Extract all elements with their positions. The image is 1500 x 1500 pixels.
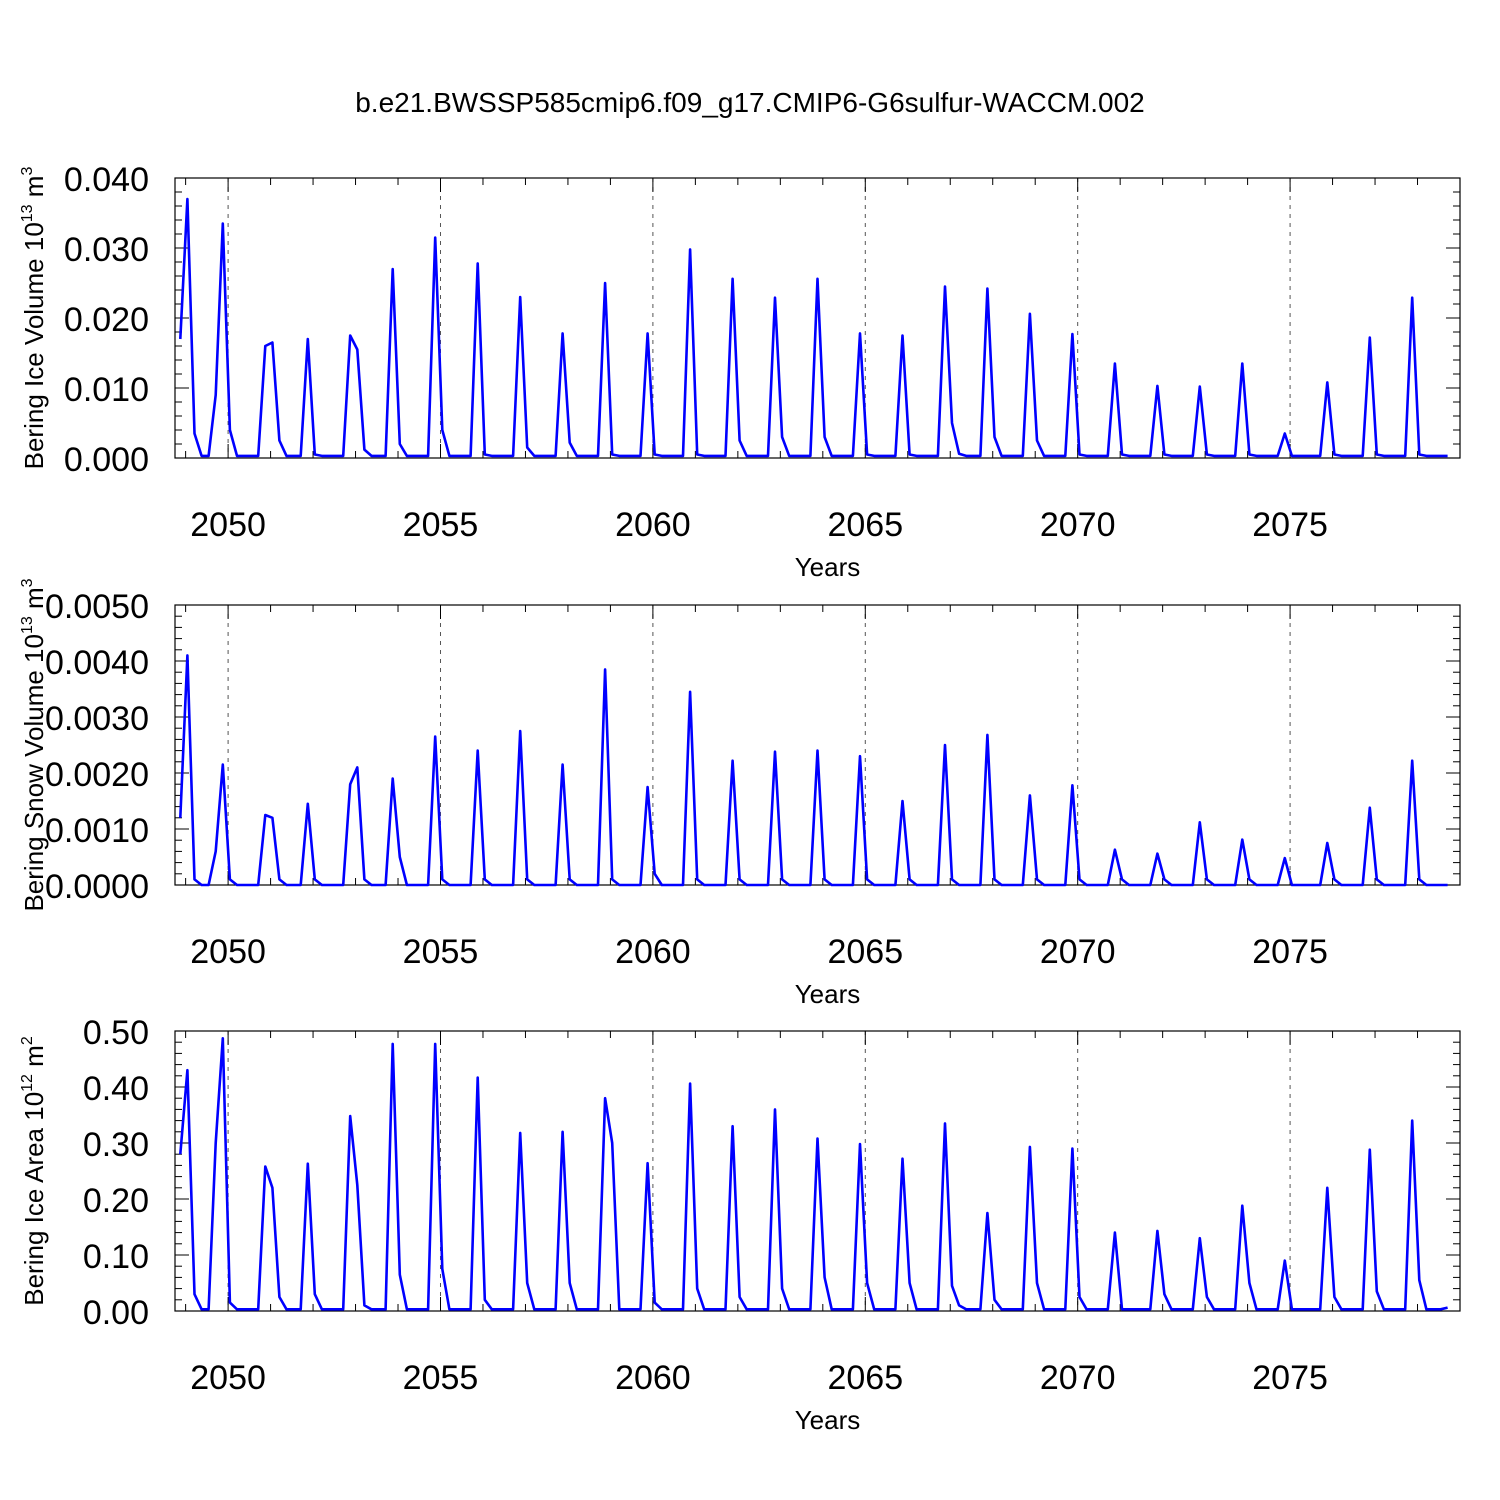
x-tick-label: 2050 (190, 933, 266, 971)
x-tick-label: 2075 (1252, 1359, 1328, 1397)
y-tick-label: 0.10 (83, 1238, 149, 1276)
y-tick-label: 0.040 (64, 161, 149, 199)
y-axis-label: Bering Ice Area 1012 m2 (19, 1036, 49, 1306)
panel-snow-volume: 0.0000 0.0010 0.0020 0.0030 0.0040 0.0050 2050… (19, 578, 1461, 1009)
y-tick-label: 0.0000 (45, 868, 149, 906)
panel-ice-area: 0.00 0.10 0.20 0.30 0.40 0.50 2050 2055 2060 2065… (19, 1014, 1461, 1435)
x-tick-label: 2060 (615, 933, 691, 971)
plot-frame (174, 177, 1461, 459)
y-tick-label: 0.000 (64, 441, 149, 479)
y-tick-label: 0.0020 (45, 756, 149, 794)
x-tick-label: 2050 (190, 506, 266, 544)
data-line-snow-volume (179, 654, 1448, 887)
x-tick-label: 2070 (1040, 1359, 1116, 1397)
x-tick-label: 2065 (827, 933, 903, 971)
x-tick-label: 2075 (1252, 506, 1328, 544)
x-tick-label: 2065 (827, 506, 903, 544)
figure-title: b.e21.BWSSP585cmip6.f09_g17.CMIP6-G6sulf… (355, 87, 1145, 118)
y-tick-label: 0.00 (83, 1294, 149, 1332)
y-tick-label: 0.0040 (45, 644, 149, 682)
panel-ice-volume: 0.000 0.010 0.020 0.030 0.040 2050 2055 2060 206… (19, 161, 1461, 582)
y-tick-label: 0.0030 (45, 700, 149, 738)
y-axis-label: Bering Ice Volume 1013 m3 (19, 167, 49, 470)
plot-frame (174, 1030, 1461, 1312)
y-tick-label: 0.40 (83, 1070, 149, 1108)
x-tick-label: 2055 (403, 1359, 479, 1397)
y-tick-label: 0.0050 (45, 588, 149, 626)
x-tick-label: 2075 (1252, 933, 1328, 971)
x-axis-label: Years (795, 552, 861, 582)
y-tick-label: 0.0010 (45, 812, 149, 850)
x-axis-label: Years (795, 1405, 861, 1435)
x-tick-label: 2060 (615, 1359, 691, 1397)
x-tick-label: 2055 (403, 506, 479, 544)
y-tick-label: 0.030 (64, 231, 149, 269)
x-axis-label: Years (795, 979, 861, 1009)
y-tick-label: 0.30 (83, 1126, 149, 1164)
x-tick-label: 2070 (1040, 933, 1116, 971)
data-line-ice-volume (179, 197, 1448, 458)
data-line-ice-area (179, 1037, 1448, 1311)
y-tick-label: 0.20 (83, 1182, 149, 1220)
y-tick-label: 0.50 (83, 1014, 149, 1052)
x-tick-label: 2070 (1040, 506, 1116, 544)
y-tick-label: 0.020 (64, 301, 149, 339)
plot-frame (174, 604, 1461, 886)
x-tick-label: 2055 (403, 933, 479, 971)
y-axis-label: Bering Snow Volume 1013 m3 (19, 578, 49, 911)
x-tick-label: 2050 (190, 1359, 266, 1397)
x-tick-label: 2065 (827, 1359, 903, 1397)
y-tick-label: 0.010 (64, 371, 149, 409)
x-tick-label: 2060 (615, 506, 691, 544)
